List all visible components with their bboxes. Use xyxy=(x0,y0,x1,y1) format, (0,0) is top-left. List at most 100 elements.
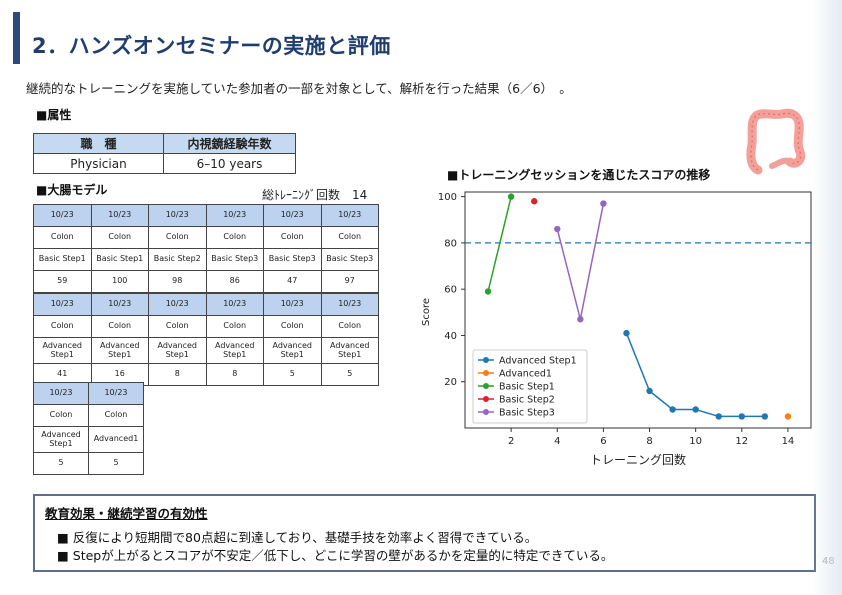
step-cell: Advanced Step1 xyxy=(320,337,379,364)
y-tick-label: 80 xyxy=(444,238,457,249)
score-cell: 5 xyxy=(33,452,89,475)
model-heading: ■大腸モデル xyxy=(36,183,108,197)
attr-header-job: 職 種 xyxy=(33,133,164,154)
date-cell: 10/23 xyxy=(88,382,144,405)
date-cell: 10/23 xyxy=(263,204,322,227)
chart-title: ■トレーニングセッションを通じたスコアの推移 xyxy=(447,168,711,182)
model-cell: Colon xyxy=(205,226,264,249)
data-point xyxy=(692,406,699,413)
score-cell: 5 xyxy=(88,452,144,475)
legend-swatch-marker xyxy=(483,357,489,363)
data-point xyxy=(784,413,792,420)
model-cell: Colon xyxy=(148,226,207,249)
model-cell: Colon xyxy=(33,315,92,338)
x-tick-label: 12 xyxy=(735,436,748,447)
training-count-label: 総ﾄﾚｰﾆﾝｸﾞ回数 14 xyxy=(262,188,368,202)
step-cell: Advanced Step1 xyxy=(205,337,264,364)
attr-value-job: Physician xyxy=(33,153,164,174)
date-cell: 10/23 xyxy=(90,293,149,316)
data-point xyxy=(669,406,676,413)
model-cell: Colon xyxy=(263,315,322,338)
date-cell: 10/23 xyxy=(205,204,264,227)
attributes-table: 職 種 内視鏡経験年数 Physician 6–10 years xyxy=(33,133,296,174)
summary-bullet-1: ■ 反復により短期間で80点超に到達しており、基礎手技を効率よく習得できている。 xyxy=(57,530,538,545)
legend-label: Basic Step1 xyxy=(499,382,555,393)
x-tick-label: 8 xyxy=(646,436,652,447)
title-accent-bar xyxy=(13,12,20,64)
data-point xyxy=(531,198,538,205)
data-point xyxy=(761,413,769,420)
attr-value-years: 6–10 years xyxy=(163,153,296,174)
score-row: 59 100 98 86 47 97 xyxy=(33,270,379,293)
y-axis-label: Score xyxy=(421,298,432,326)
model-row: Colon Colon xyxy=(33,404,144,427)
data-point xyxy=(715,413,722,420)
model-cell: Colon xyxy=(33,226,92,249)
date-cell: 10/23 xyxy=(263,293,322,316)
summary-title: 教育効果・継続学習の有効性 xyxy=(45,506,208,521)
score-cell: 86 xyxy=(205,270,264,293)
data-point xyxy=(646,387,653,395)
step-cell: Advanced Step1 xyxy=(263,337,322,364)
model-cell: Colon xyxy=(88,404,144,427)
series-line xyxy=(487,196,512,292)
date-cell: 10/23 xyxy=(90,204,149,227)
legend-box xyxy=(472,349,588,424)
data-point xyxy=(738,413,745,420)
legend-swatch-marker xyxy=(483,383,489,389)
step-cell: Advanced Step1 xyxy=(90,337,149,364)
score-row: 41 16 8 8 5 5 xyxy=(33,363,379,386)
step-cell: Basic Step1 xyxy=(33,248,92,271)
session-table-2: 10/23 10/23 10/23 10/23 10/23 10/23 Colo… xyxy=(33,293,379,386)
session-table-3: 10/23 10/23 Colon Colon Advanced Step1 A… xyxy=(33,382,144,475)
data-point xyxy=(600,200,607,207)
model-cell: Colon xyxy=(33,404,89,427)
x-tick-label: 2 xyxy=(508,436,514,447)
date-cell: 10/23 xyxy=(320,293,379,316)
x-tick-label: 10 xyxy=(689,436,702,447)
x-axis-label: トレーニング回数 xyxy=(590,452,686,467)
model-cell: Colon xyxy=(148,315,207,338)
model-row: Colon Colon Colon Colon Colon Colon xyxy=(33,315,379,338)
date-row: 10/23 10/23 10/23 10/23 10/23 10/23 xyxy=(33,204,379,227)
date-cell: 10/23 xyxy=(33,382,89,405)
model-cell: Colon xyxy=(263,226,322,249)
attributes-heading: ■属性 xyxy=(36,108,72,122)
score-cell: 100 xyxy=(90,270,149,293)
legend-label: Basic Step3 xyxy=(499,408,555,419)
data-point xyxy=(484,288,492,295)
model-cell: Colon xyxy=(90,226,149,249)
step-row: Advanced Step1 Advanced Step1 Advanced S… xyxy=(33,337,379,364)
score-cell: 98 xyxy=(148,270,207,293)
model-cell: Colon xyxy=(320,315,379,338)
step-cell: Basic Step3 xyxy=(205,248,264,271)
date-cell: 10/23 xyxy=(33,204,92,227)
score-cell: 5 xyxy=(263,363,322,386)
date-cell: 10/23 xyxy=(33,293,92,316)
score-cell: 5 xyxy=(320,363,379,386)
lead-text: 継続的なトレーニングを実施していた参加者の一部を対象として、解析を行った結果（6… xyxy=(26,81,572,96)
date-row: 10/23 10/23 xyxy=(33,382,144,405)
model-cell: Colon xyxy=(90,315,149,338)
score-cell: 8 xyxy=(205,363,264,386)
y-tick-label: 40 xyxy=(444,331,457,342)
step-cell: Basic Step1 xyxy=(90,248,149,271)
legend-swatch-marker xyxy=(483,370,489,376)
date-cell: 10/23 xyxy=(320,204,379,227)
summary-bullet-2: ■ Stepが上がるとスコアが不安定／低下し、どこに学習の壁があるかを定量的に特… xyxy=(57,548,614,563)
edge-shading xyxy=(812,0,842,595)
data-point xyxy=(623,329,630,337)
date-cell: 10/23 xyxy=(148,204,207,227)
score-line-chart: 2 4 6 8 10 12 14 20 40 60 80 100 トレーニング回数 Score Adv… xyxy=(421,191,812,467)
model-row: Colon Colon Colon Colon Colon Colon xyxy=(33,226,379,249)
step-cell: Basic Step2 xyxy=(148,248,207,271)
data-point xyxy=(577,316,584,323)
step-row: Advanced Step1 Advanced1 xyxy=(33,426,144,453)
y-tick-label: 60 xyxy=(444,285,457,296)
legend-swatch-marker xyxy=(483,409,489,415)
data-point xyxy=(507,193,515,200)
step-cell: Basic Step3 xyxy=(320,248,379,271)
legend-label: Advanced Step1 xyxy=(499,356,577,367)
score-cell: 47 xyxy=(263,270,322,293)
x-tick-label: 4 xyxy=(554,436,560,447)
